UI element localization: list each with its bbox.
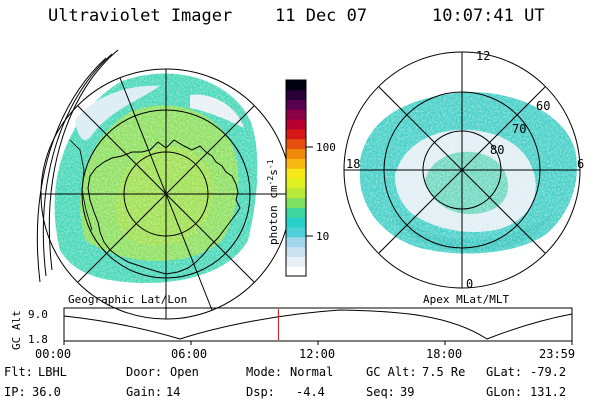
colorbar-swatch (286, 119, 306, 130)
mlt-label-6: 6 (577, 157, 584, 171)
info-value: 39 (400, 385, 414, 399)
info-label: Seq: (366, 385, 395, 399)
colorbar-swatch (286, 227, 306, 238)
info-label: Mode: (246, 365, 282, 379)
colorbar-swatch (286, 99, 306, 110)
timeline-xtick: 06:00 (171, 347, 207, 361)
info-value: 36.0 (32, 385, 61, 399)
mlt-label-18: 18 (346, 157, 360, 171)
mlat-label-80: 80 (490, 143, 504, 157)
time-label: 10:07:41 UT (432, 6, 545, 26)
geographic-caption: Geographic Lat/Lon (68, 293, 187, 306)
timeline-ytick-top: 9.0 (28, 308, 48, 321)
info-label: Gain: (126, 385, 162, 399)
info-label: GLon: (486, 385, 522, 399)
info-value: 131.2 (530, 385, 566, 399)
info-label: GC Alt: (366, 365, 417, 379)
colorbar-label-exp2: -1 (266, 159, 275, 169)
info-label: GLat: (486, 365, 522, 379)
date-label: 11 Dec 07 (275, 6, 368, 26)
altitude-timeline (63, 307, 573, 345)
colorbar-label-s: s (267, 169, 280, 176)
colorbar-swatch (286, 109, 306, 120)
info-value: -79.2 (530, 365, 566, 379)
mlat-label-70: 70 (512, 122, 526, 136)
instrument-title: Ultraviolet Imager (48, 6, 233, 26)
colorbar-swatch (286, 187, 306, 199)
colorbar-swatch (286, 168, 306, 179)
mlt-label-12: 12 (476, 49, 490, 63)
colorbar-swatch (286, 236, 306, 248)
colorbar-tick-10: 10 (316, 230, 329, 243)
mlt-label-0: 0 (466, 277, 473, 291)
colorbar-label-exp1: -2 (266, 176, 275, 186)
apex-caption: Apex MLat/MLT (423, 293, 509, 306)
info-table: Flt: LBHL Door: Open Mode: Normal GC Alt… (4, 365, 566, 399)
timeline-xtick: 18:00 (426, 347, 462, 361)
info-value: 14 (166, 385, 180, 399)
info-value: -4.4 (296, 385, 325, 399)
colorbar-swatch (286, 178, 306, 189)
svg-text:photon cm-2s-1: photon cm-2s-1 (266, 159, 280, 245)
colorbar-label-text: photon cm (267, 185, 280, 245)
colorbar-tick-100: 100 (316, 141, 336, 154)
colorbar-swatch (286, 158, 306, 169)
colorbar-axis-label: photon cm-2s-1 (266, 159, 280, 245)
apex-image (343, 51, 581, 289)
timeline-xtick: 23:59 (539, 347, 575, 361)
mlat-label-60: 60 (536, 99, 550, 113)
colorbar-swatch (286, 89, 306, 101)
colorbar-swatch (286, 256, 306, 267)
colorbar-swatch (286, 197, 306, 208)
info-label: Dsp: (246, 385, 275, 399)
colorbar-frame (285, 79, 307, 277)
colorbar (285, 79, 307, 277)
info-value: Open (170, 365, 199, 379)
colorbar-swatch (286, 148, 306, 159)
info-value: 7.5 Re (422, 365, 465, 379)
timeline-xtick: 12:00 (299, 347, 335, 361)
timeline-ytick-bottom: 1.8 (28, 333, 48, 346)
timeline-xtick: 00:00 (35, 347, 71, 361)
geographic-image (36, 49, 292, 320)
colorbar-swatch (286, 138, 306, 150)
colorbar-swatch (286, 266, 306, 277)
colorbar-swatch (286, 129, 306, 140)
colorbar-swatch (286, 207, 306, 218)
colorbar-swatch (286, 246, 306, 257)
info-value: Normal (290, 365, 333, 379)
colorbar-swatch (286, 80, 306, 91)
info-label: Door: (126, 365, 162, 379)
info-label: Flt: (4, 365, 33, 379)
timeline-ylabel: GC Alt (10, 310, 23, 350)
info-label: IP: (4, 385, 26, 399)
info-value: LBHL (38, 365, 67, 379)
colorbar-swatch (286, 217, 306, 228)
